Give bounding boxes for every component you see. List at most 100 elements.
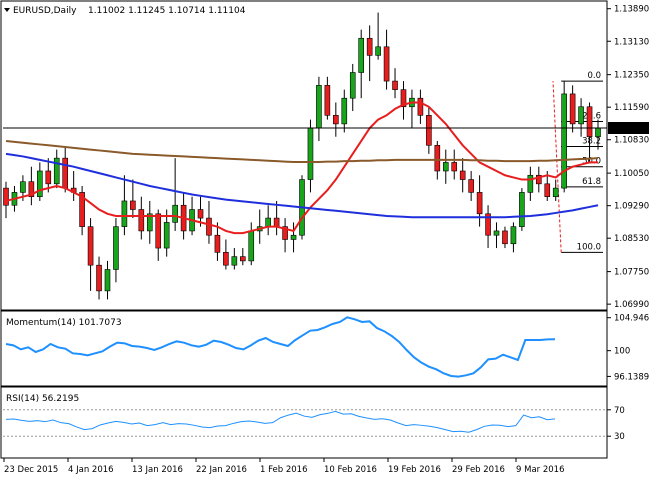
candle-body	[163, 222, 170, 249]
momentum-tick-label: 96.1389	[614, 372, 649, 382]
time-axis: 23 Dec 2015 4 Jan 2016 13 Jan 2016 22 Jan 2…	[3, 458, 564, 475]
rsi-tick-label: 70	[614, 406, 625, 416]
candle-body	[586, 106, 593, 138]
candle-body	[290, 234, 297, 240]
candle-body	[459, 170, 466, 180]
candle-body	[561, 93, 567, 189]
candle-body	[493, 230, 500, 236]
candle-body	[273, 217, 280, 227]
fib-trend-line	[552, 81, 562, 253]
candle-body	[519, 192, 525, 227]
candle-body	[552, 187, 559, 197]
time-tick-label: 29 Feb 2016	[452, 465, 505, 475]
candle-body	[451, 162, 458, 172]
candle-body	[206, 217, 212, 236]
candle-body	[223, 252, 229, 266]
candle-body	[240, 256, 246, 262]
momentum-line	[5, 316, 556, 378]
candle-body	[214, 234, 221, 253]
price-tick-label: 1.07750	[614, 268, 649, 278]
candle-body	[349, 72, 356, 99]
current-price-label: 1.11104	[612, 124, 647, 134]
candle-body	[28, 181, 35, 197]
current-price-box	[608, 121, 649, 134]
candle-body	[476, 192, 483, 215]
candle-body	[510, 226, 517, 245]
candle-body	[316, 85, 322, 129]
momentum-tick-label: 100	[614, 347, 630, 357]
time-tick-label: 13 Jan 2016	[132, 465, 183, 475]
candle-body	[172, 204, 178, 223]
candle-body	[595, 127, 601, 138]
symbol-label: EURUSD,Daily	[13, 6, 77, 16]
time-tick-label: 23 Dec 2015	[4, 465, 58, 475]
candle-body	[324, 85, 331, 116]
candle-body	[121, 200, 128, 227]
candle-body	[535, 174, 542, 185]
moving-average-line	[5, 140, 599, 163]
candle-body	[569, 93, 576, 125]
fib-level-label: 0.0	[587, 71, 601, 81]
ohlc-label: 1.11002 1.11245 1.10714 1.11104	[88, 6, 246, 16]
candle-body	[53, 157, 60, 185]
candle-body	[37, 170, 43, 197]
rsi-label: RSI(14) 56.2195	[6, 394, 79, 404]
candle-body	[248, 230, 255, 262]
current-price-layer: 1.11104	[3, 121, 649, 134]
candle-body	[307, 127, 314, 180]
main-panel-frame	[0, 0, 608, 311]
rsi-tick-label: 30	[614, 432, 625, 442]
candles-layer	[3, 12, 601, 300]
price-tick-label: 1.09290	[614, 202, 649, 212]
candle-body	[392, 80, 398, 90]
time-tick-label: 19 Feb 2016	[388, 465, 441, 475]
candle-body	[333, 115, 339, 125]
candle-body	[155, 213, 162, 249]
momentum-panel-frame	[0, 310, 608, 387]
price-tick-label: 1.10050	[614, 169, 649, 179]
price-tick-label: 1.12350	[614, 71, 649, 81]
candle-body	[146, 213, 153, 232]
candle-body	[383, 46, 390, 82]
candle-body	[138, 209, 145, 232]
candle-body	[434, 144, 441, 172]
candle-body	[3, 187, 9, 206]
price-tick-label: 1.08530	[614, 234, 649, 244]
candle-body	[375, 46, 381, 56]
dropdown-triangle-icon[interactable]	[4, 8, 10, 12]
candle-body	[130, 200, 136, 210]
candle-body	[468, 179, 474, 193]
candle-body	[341, 97, 348, 125]
price-tick-label: 1.10830	[614, 136, 649, 146]
fib-level-label: 61.8	[582, 177, 601, 187]
rsi-line	[5, 410, 556, 433]
candle-body	[417, 97, 424, 116]
candle-body	[197, 209, 204, 219]
candle-body	[282, 226, 288, 240]
candle-body	[231, 256, 238, 266]
price-axis: 1.13890 1.13130 1.12350 1.11590 1.10830 1.100…	[607, 5, 649, 310]
candle-body	[527, 174, 534, 193]
candle-body	[79, 192, 85, 227]
price-tick-label: 1.06990	[614, 300, 649, 310]
candle-body	[87, 226, 94, 266]
moving-average-line	[5, 101, 598, 235]
time-tick-label: 1 Feb 2016	[260, 465, 308, 475]
time-tick-label: 22 Jan 2016	[196, 465, 247, 475]
rsi-layer: 70 30	[3, 406, 625, 442]
candle-body	[366, 37, 373, 56]
time-tick-label: 4 Jan 2016	[68, 465, 114, 475]
candle-body	[45, 170, 52, 185]
candle-body	[104, 269, 111, 292]
rsi-panel-frame	[0, 386, 608, 459]
price-tick-label: 1.11590	[614, 103, 649, 113]
momentum-label: Momentum(14) 101.7073	[6, 318, 122, 328]
candle-body	[113, 226, 119, 270]
candle-body	[485, 213, 491, 236]
candle-body	[20, 181, 26, 193]
candle-body	[62, 157, 69, 189]
moving-average-line	[5, 152, 599, 219]
candle-body	[544, 183, 551, 197]
time-tick-label: 9 Mar 2016	[516, 465, 564, 475]
